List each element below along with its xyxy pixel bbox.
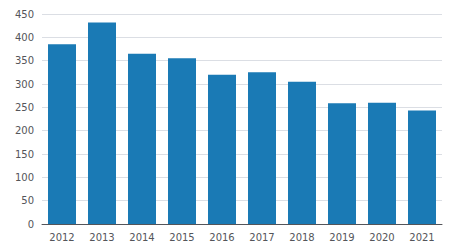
svg-text:250: 250 bbox=[15, 102, 34, 113]
svg-text:2014: 2014 bbox=[129, 232, 154, 243]
svg-text:300: 300 bbox=[15, 79, 34, 90]
svg-text:2018: 2018 bbox=[289, 232, 314, 243]
svg-text:2019: 2019 bbox=[329, 232, 354, 243]
svg-text:2017: 2017 bbox=[249, 232, 274, 243]
svg-text:450: 450 bbox=[15, 9, 34, 20]
svg-text:2020: 2020 bbox=[369, 232, 394, 243]
svg-text:2016: 2016 bbox=[209, 232, 234, 243]
svg-text:50: 50 bbox=[21, 195, 34, 206]
svg-text:2015: 2015 bbox=[169, 232, 194, 243]
svg-text:2012: 2012 bbox=[49, 232, 74, 243]
svg-text:200: 200 bbox=[15, 125, 34, 136]
svg-text:350: 350 bbox=[15, 55, 34, 66]
svg-text:2021: 2021 bbox=[409, 232, 434, 243]
svg-text:2013: 2013 bbox=[89, 232, 114, 243]
svg-text:0: 0 bbox=[28, 219, 34, 230]
svg-text:400: 400 bbox=[15, 32, 34, 43]
svg-text:150: 150 bbox=[15, 149, 34, 160]
svg-text:100: 100 bbox=[15, 172, 34, 183]
